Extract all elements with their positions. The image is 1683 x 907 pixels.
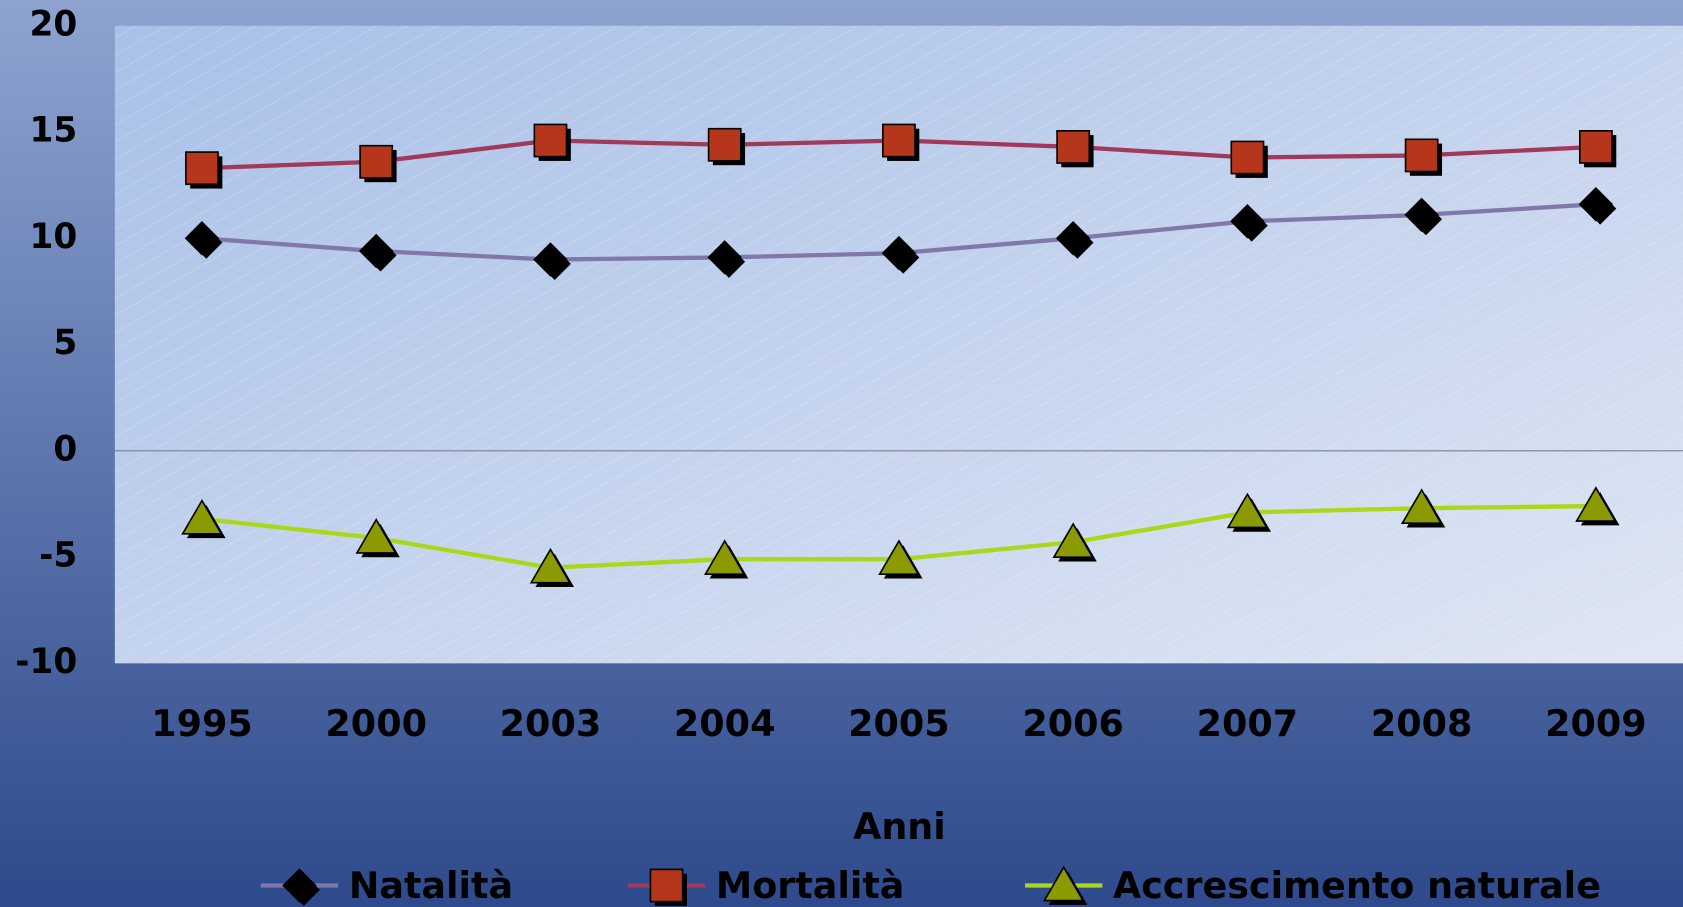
legend-marker	[282, 868, 317, 903]
y-tick-label: 5	[53, 323, 77, 363]
point-marker	[533, 242, 568, 277]
point-marker	[1404, 138, 1439, 173]
x-tick-label: 1995	[151, 702, 253, 745]
point-marker	[1056, 130, 1091, 164]
point-marker	[1575, 486, 1617, 522]
x-tick-label: 2008	[1371, 702, 1473, 745]
x-tick-label: 2003	[500, 702, 602, 745]
x-tick-label: 2006	[1022, 702, 1124, 745]
point-marker	[1400, 488, 1443, 525]
point-marker	[359, 144, 394, 179]
y-tick-label: 20	[29, 4, 77, 44]
point-marker	[703, 539, 746, 576]
x-tick-label: 2004	[674, 702, 776, 745]
point-marker	[1230, 140, 1265, 175]
point-marker	[707, 127, 742, 162]
point-marker	[1578, 187, 1614, 222]
y-tick-label: 15	[29, 111, 77, 151]
point-marker	[533, 123, 568, 158]
x-tick-label: 2007	[1197, 702, 1299, 745]
x-tick-label: 2000	[325, 702, 427, 745]
y-tick-label: 0	[53, 429, 77, 469]
x-tick-label: 2005	[848, 702, 950, 745]
legend-marker	[649, 868, 684, 903]
y-tick-label: -5	[39, 536, 77, 576]
point-marker	[1226, 492, 1269, 529]
legend-label: Natalità	[349, 864, 513, 907]
point-marker	[355, 518, 397, 554]
point-marker	[1230, 204, 1265, 239]
point-marker	[1052, 522, 1094, 559]
point-marker	[358, 233, 394, 269]
point-marker	[1055, 221, 1091, 256]
point-marker	[1404, 197, 1439, 233]
point-marker	[881, 235, 917, 271]
point-marker	[1578, 130, 1613, 164]
point-marker	[707, 240, 742, 275]
point-marker	[181, 498, 223, 535]
point-marker	[878, 539, 920, 576]
point-marker	[529, 547, 572, 584]
point-marker	[185, 151, 219, 186]
point-marker	[184, 221, 220, 256]
legend-marker	[1042, 865, 1085, 902]
x-axis-label: Anni	[853, 805, 946, 848]
point-marker	[882, 123, 916, 158]
legend-label: Accrescimento naturale	[1113, 864, 1601, 907]
x-tick-label: 2009	[1545, 702, 1647, 745]
legend-label: Mortalità	[716, 864, 905, 907]
y-tick-label: 10	[29, 217, 77, 257]
y-tick-label: -10	[15, 642, 77, 682]
